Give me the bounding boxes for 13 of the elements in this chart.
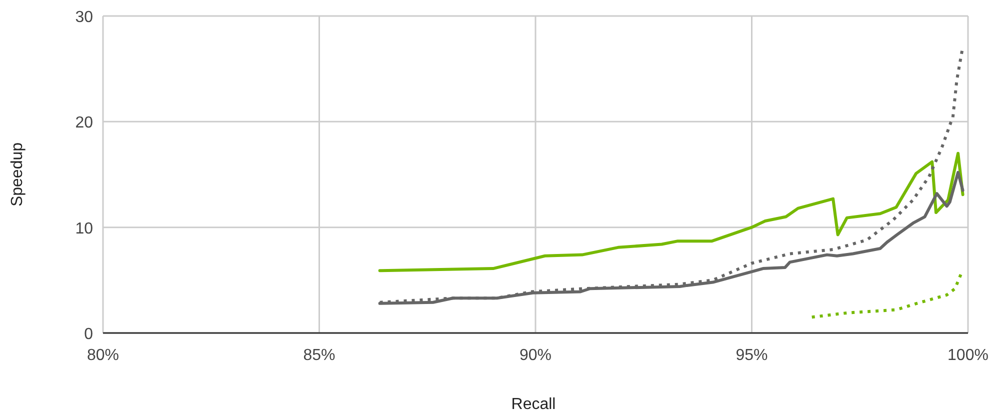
- x-tick-label: 85%: [303, 347, 336, 364]
- y-tick-label: 20: [75, 114, 94, 132]
- y-tick-label: 10: [75, 220, 94, 238]
- y-tick-label: 30: [75, 9, 94, 26]
- line-series: [378, 152, 964, 272]
- y-tick-label: 0: [84, 326, 94, 343]
- x-tick-label: 80%: [86, 347, 120, 364]
- y-axis-title: Speedup: [9, 142, 26, 207]
- x-tick-label: 95%: [736, 347, 768, 364]
- line-series: [810, 271, 964, 319]
- x-tick-label: 100%: [948, 347, 988, 364]
- x-axis-title: Recall: [511, 396, 556, 413]
- x-tick-label: 90%: [519, 347, 552, 364]
